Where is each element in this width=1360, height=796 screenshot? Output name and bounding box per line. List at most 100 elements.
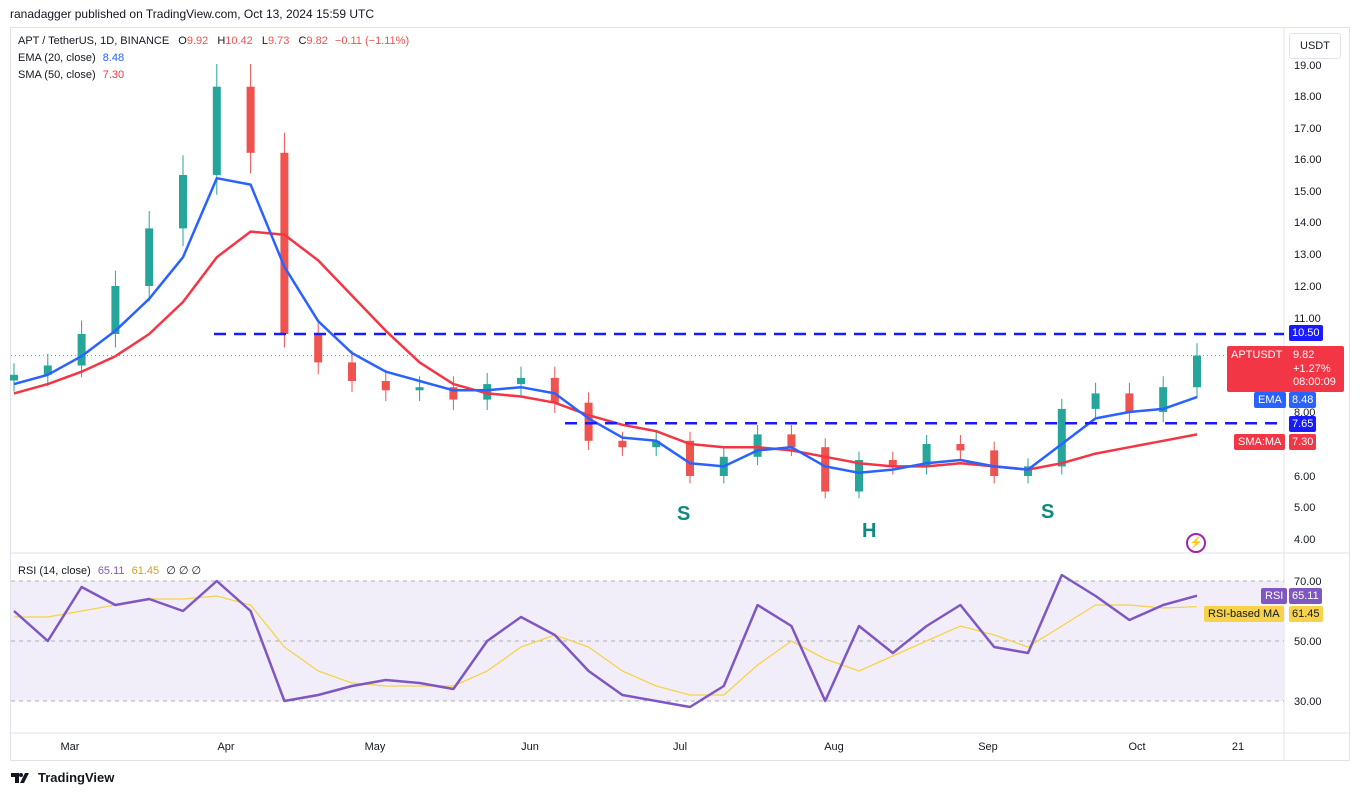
head-label: H [862, 520, 877, 542]
sma-name-tag: SMA:MA [1234, 434, 1286, 450]
price-tick-label: 14.00 [1294, 217, 1322, 229]
low-label: L [261, 35, 268, 47]
sma-value: 7.30 [102, 69, 125, 81]
time-tick-label: Mar [61, 741, 80, 753]
time-tick-label: Sep [978, 741, 998, 753]
open-value: 9.92 [186, 35, 209, 47]
symbol-label: APT / TetherUS, 1D, BINANCE [18, 35, 170, 47]
candle-body [855, 460, 863, 492]
price-tick-label: 13.00 [1294, 249, 1322, 261]
candle-body [381, 381, 390, 391]
rsi-ma-line [14, 595, 1198, 696]
price-tick-label: 16.00 [1294, 154, 1322, 166]
time-tick-label: Oct [1128, 741, 1145, 753]
price-tick-label: 12.00 [1294, 281, 1322, 293]
chart-frame [10, 27, 1350, 761]
legend-symbol-row: APT / TetherUS, 1D, BINANCE O9.92 H10.42… [18, 33, 409, 50]
rsi-extra: ∅ ∅ ∅ [166, 565, 202, 577]
apt-change: +1.27% [1293, 363, 1331, 375]
rsi-name-tag: RSI [1261, 588, 1288, 604]
high-label: H [217, 35, 226, 47]
candle-body [280, 152, 289, 334]
ema-name-tag: EMA [1254, 392, 1286, 408]
candle-body [686, 440, 694, 476]
left-shoulder-label: S [677, 503, 691, 525]
candle-body [179, 175, 187, 229]
candle-body [618, 440, 627, 448]
candle-body [77, 334, 86, 366]
candle-body [584, 402, 593, 441]
open-label: O [178, 35, 187, 47]
rsi-ma-value: 61.45 [131, 565, 160, 577]
candle-body [922, 444, 931, 467]
candle-body [787, 434, 796, 448]
resistance-tag: 10.50 [1289, 325, 1323, 341]
tradingview-logo[interactable]: TradingView [10, 770, 114, 785]
rsi-ma-name-tag: RSI-based MA [1204, 606, 1284, 622]
candle-body [888, 460, 897, 467]
candle-body [10, 374, 18, 381]
candle-body [821, 447, 830, 492]
close-label: C [298, 35, 307, 47]
ema-line [13, 176, 1198, 475]
price-tick-label: 4.00 [1294, 534, 1315, 546]
candle-body [1193, 355, 1201, 388]
brand-name: TradingView [38, 770, 115, 785]
legend-sma-row[interactable]: SMA (50, close) 7.30 [18, 67, 124, 84]
high-value: 10.42 [225, 35, 253, 47]
rsi-tick-label: 30.00 [1294, 696, 1322, 708]
ema-label: EMA (20, close) [18, 52, 96, 64]
candle-body [1159, 387, 1168, 412]
apt-symbol: APTUSDT [1231, 349, 1283, 361]
legend-rsi-row[interactable]: RSI (14, close) 65.11 61.45 ∅ ∅ ∅ [18, 563, 201, 580]
candle-body [1057, 408, 1066, 467]
rsi-label: RSI (14, close) [18, 565, 91, 577]
close-value: 9.82 [306, 35, 328, 47]
time-tick-label: Aug [824, 741, 844, 753]
candle-body [348, 362, 356, 381]
sma-value-tag: 7.30 [1289, 434, 1317, 450]
candle-body [483, 384, 492, 400]
publish-credit: ranadagger published on TradingView.com,… [10, 7, 375, 21]
candle-body [212, 86, 221, 175]
candle-body [1125, 393, 1134, 412]
candle-body [550, 377, 559, 403]
apt-price: 9.82 [1293, 349, 1315, 361]
candle-body [449, 387, 458, 400]
price-tick-label: 11.00 [1294, 313, 1321, 325]
price-tick-label: 17.00 [1294, 123, 1322, 135]
time-tick-label: 21 [1232, 741, 1244, 753]
legend-ema-row[interactable]: EMA (20, close) 8.48 [18, 50, 124, 67]
candle-body [753, 434, 762, 457]
price-tick-label: 15.00 [1294, 186, 1322, 198]
time-tick-label: Jun [521, 741, 539, 753]
rsi-line [13, 573, 1198, 709]
candle-body [145, 228, 154, 286]
sma-label: SMA (50, close) [18, 69, 96, 81]
rsi-ma-value-tag: 61.45 [1289, 606, 1323, 622]
candle-body [314, 334, 323, 363]
candle-body [990, 450, 999, 476]
time-tick-label: Jul [673, 741, 687, 753]
sma-line [13, 230, 1198, 471]
candle-body [246, 86, 255, 153]
candle-body [652, 440, 661, 448]
last-price-box: APTUSDT 9.82 +1.27% 08:00:09 [1227, 346, 1344, 392]
candle-body [1091, 393, 1100, 409]
time-tick-label: Apr [217, 741, 234, 753]
lightning-icon[interactable]: ⚡ [1186, 533, 1206, 553]
price-tick-label: 5.00 [1294, 502, 1315, 514]
candle-body [1024, 466, 1032, 476]
price-tick-label: 19.00 [1294, 60, 1322, 72]
rsi-value-tag: 65.11 [1289, 588, 1322, 604]
currency-button[interactable]: USDT [1289, 33, 1341, 59]
candle-body [956, 444, 965, 451]
low-value: 9.73 [267, 35, 290, 47]
change-value: −0.11 (−1.11%) [334, 35, 410, 47]
candle-body [111, 286, 120, 334]
rsi-value: 65.11 [97, 565, 125, 577]
candle-body [43, 365, 52, 375]
price-tick-label: 18.00 [1294, 91, 1322, 103]
candle-body [415, 387, 424, 391]
